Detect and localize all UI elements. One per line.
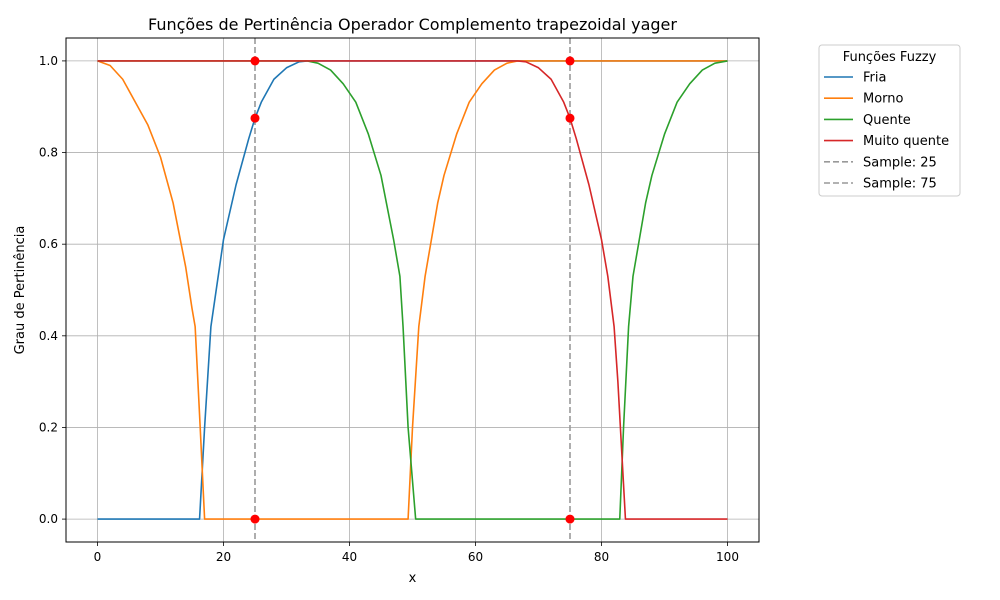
- sample-point: [565, 514, 575, 524]
- x-tick-label: 40: [342, 550, 357, 564]
- legend-label: Quente: [863, 113, 911, 128]
- x-tick-label: 20: [216, 550, 231, 564]
- series-lines: [97, 60, 728, 520]
- x-tick-label: 0: [94, 550, 102, 564]
- y-tick-label: 0.4: [39, 329, 58, 343]
- series-line: [97, 60, 728, 520]
- legend-label: Sample: 25: [863, 155, 937, 170]
- sample-point: [250, 113, 260, 123]
- legend-label: Sample: 75: [863, 177, 937, 192]
- legend-box: [818, 44, 961, 197]
- y-tick-label: 0.6: [39, 237, 58, 251]
- x-tick-label: 60: [468, 550, 483, 564]
- y-tick-label: 0.2: [39, 420, 58, 434]
- sample-point: [565, 113, 575, 123]
- legend-label: Muito quente: [863, 134, 949, 149]
- series-line: [97, 60, 728, 520]
- sample-point: [565, 56, 575, 66]
- legend-label: Fria: [863, 71, 886, 86]
- legend: Funções Fuzzy Fria Morno Quente Muito quent…: [818, 44, 961, 197]
- axis-ticks: 0 20 40 60 80 100 0.0 0.2 0.4 0.6 0.8 1.0: [39, 54, 739, 564]
- y-tick-label: 1.0: [39, 54, 58, 68]
- plot-frame: [65, 37, 760, 543]
- sample-points: [250, 56, 575, 524]
- sample-point: [250, 56, 260, 66]
- chart-title: Funções de Pertinência Operador Compleme…: [148, 15, 677, 34]
- legend-items: Fria Morno Quente Muito quente Sample: 25 Sam…: [824, 71, 949, 192]
- series-line: [97, 60, 728, 520]
- y-axis-label: Grau de Pertinência: [13, 226, 28, 355]
- x-tick-label: 80: [594, 550, 609, 564]
- x-tick-label: 100: [716, 550, 739, 564]
- series-line: [97, 60, 728, 520]
- y-tick-label: 0.0: [39, 512, 58, 526]
- legend-title: Funções Fuzzy: [843, 50, 937, 65]
- sample-lines: [254, 38, 571, 542]
- x-axis-label: x: [409, 571, 417, 586]
- sample-point: [250, 514, 260, 524]
- legend-label: Morno: [863, 92, 904, 107]
- grid: [66, 38, 759, 542]
- y-tick-label: 0.8: [39, 146, 58, 160]
